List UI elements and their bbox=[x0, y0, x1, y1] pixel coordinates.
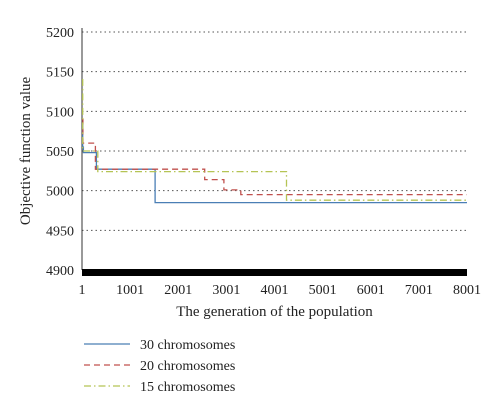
x-axis-ticks: 1 1001 2001 3001 4001 5001 6001 7001 8001 bbox=[79, 283, 482, 298]
y-tick-label: 5000 bbox=[46, 185, 74, 200]
gridlines bbox=[82, 31, 467, 231]
y-tick-label: 5050 bbox=[46, 145, 74, 160]
series-line bbox=[82, 118, 467, 196]
x-tick-label: 5001 bbox=[309, 283, 337, 298]
y-axis-ticks: 4900 4950 5000 5050 5100 5150 5200 bbox=[46, 26, 74, 279]
x-axis-bar bbox=[82, 269, 467, 276]
y-tick-label: 4900 bbox=[46, 264, 74, 279]
series-line bbox=[82, 122, 467, 204]
legend-label: 20 chromosomes bbox=[140, 359, 235, 374]
y-tick-label: 5200 bbox=[46, 26, 74, 41]
x-tick-label: 8001 bbox=[453, 283, 481, 298]
x-tick-label: 1001 bbox=[116, 283, 144, 298]
x-tick-label: 7001 bbox=[405, 283, 433, 298]
x-tick-label: 3001 bbox=[212, 283, 240, 298]
y-tick-label: 5150 bbox=[46, 66, 74, 81]
y-axis-title: Objective function value bbox=[18, 77, 34, 226]
x-tick-label: 1 bbox=[79, 283, 86, 298]
series-line bbox=[82, 78, 467, 201]
y-tick-label: 5100 bbox=[46, 105, 74, 120]
x-tick-label: 2001 bbox=[164, 283, 192, 298]
legend-label: 15 chromosomes bbox=[140, 380, 235, 395]
legend-label: 30 chromosomes bbox=[140, 338, 235, 353]
x-tick-label: 6001 bbox=[357, 283, 385, 298]
x-axis-title: The generation of the population bbox=[176, 304, 373, 320]
legend: 30 chromosomes 20 chromosomes 15 chromosom… bbox=[84, 338, 235, 395]
x-tick-label: 4001 bbox=[261, 283, 289, 298]
series-lines bbox=[82, 78, 467, 204]
y-tick-label: 4950 bbox=[46, 224, 74, 239]
